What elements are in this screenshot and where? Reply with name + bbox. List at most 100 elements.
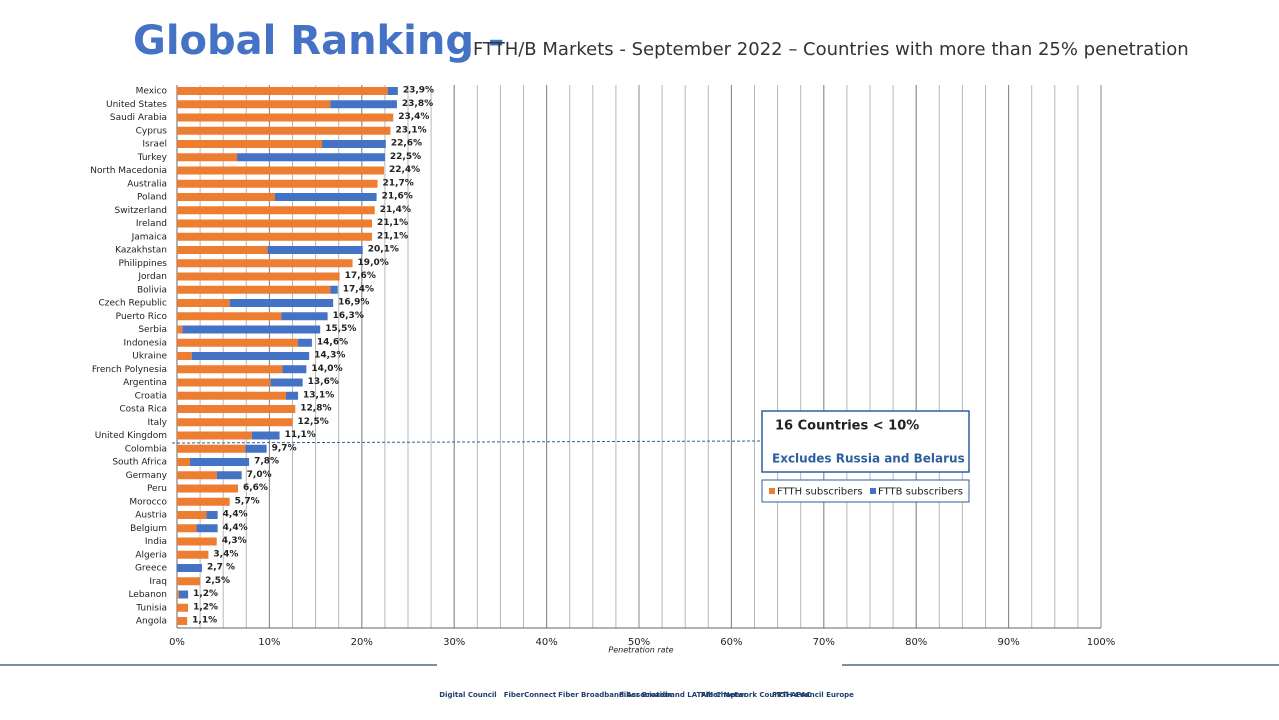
y-tick-label: Turkey — [137, 153, 168, 163]
bar-total-label: 16,9% — [338, 298, 369, 308]
bar-total-label: 21,6% — [382, 192, 413, 202]
separator — [171, 440, 763, 444]
bar-total-label: 1,1% — [192, 616, 217, 626]
bar-total-label: 21,7% — [383, 178, 414, 188]
bar-total-label: 13,6% — [308, 377, 339, 387]
bar-total-label: 12,8% — [300, 404, 331, 414]
bar-segment — [177, 166, 384, 175]
bar-total-label: 5,7% — [235, 496, 260, 506]
bar-segment — [177, 100, 331, 109]
y-tick-label: Morocco — [129, 497, 167, 507]
subtitle: FTTH/B Markets - September 2022 – Countr… — [473, 39, 1189, 60]
y-tick-label: Kazakhstan — [115, 246, 167, 256]
y-tick-label: Serbia — [138, 325, 167, 335]
bar-segment — [177, 590, 179, 599]
bar-total-label: 17,4% — [343, 284, 374, 294]
bar-segment — [177, 431, 252, 440]
bar-segment — [281, 312, 328, 321]
bar-total-label: 14,3% — [314, 351, 345, 361]
legend-label: FTTB subscribers — [878, 487, 963, 498]
note-box — [761, 410, 970, 473]
bar-segment — [177, 378, 271, 387]
bar-segment — [177, 113, 394, 122]
x-tick-label: 30% — [443, 637, 465, 648]
y-tick-label: Ireland — [136, 219, 167, 229]
y-tick-label: Poland — [137, 193, 167, 203]
bar-total-label: 3,4% — [213, 549, 238, 559]
bar-total-label: 11,1% — [285, 430, 316, 440]
y-tick-label: Jamaica — [131, 232, 167, 242]
y-tick-label: French Polynesia — [92, 365, 167, 375]
bar-segment — [251, 431, 280, 440]
y-tick-label: Saudi Arabia — [110, 113, 167, 123]
y-tick-label: Tunisia — [135, 603, 167, 613]
bar-segment — [177, 246, 268, 254]
y-tick-label: United States — [106, 100, 167, 110]
bar-segment — [229, 299, 334, 307]
bar-segment — [177, 140, 323, 148]
bar-total-label: 23,8% — [402, 99, 433, 109]
bar-total-label: 1,2% — [193, 589, 218, 599]
y-tick-label: Australia — [127, 179, 167, 189]
bar-segment — [330, 285, 338, 294]
bar-total-label: 7,0% — [247, 470, 272, 480]
bar-total-label: 23,4% — [398, 112, 429, 122]
logo: FiberConnect — [504, 691, 557, 699]
bar-total-label: 1,2% — [193, 602, 218, 612]
x-tick-label: 100% — [1087, 637, 1116, 648]
bar-segment — [177, 285, 331, 294]
bar-segment — [196, 524, 218, 533]
bar-segment — [177, 484, 238, 493]
x-tick-label: 40% — [535, 637, 557, 648]
bar-segment — [177, 391, 287, 400]
bar-segment — [177, 537, 217, 546]
bar-total-label: 9,7% — [272, 443, 297, 453]
footer-logos: Digital Council FiberConnect Fiber Broadba… — [439, 691, 854, 699]
y-tick-label: Argentina — [123, 378, 167, 388]
bar-total-label: 23,1% — [395, 125, 426, 135]
bar-segment — [177, 153, 238, 162]
bar-total-label: 2,7 % — [207, 563, 235, 573]
bar-segment — [178, 590, 189, 599]
bar-total-label: 22,5% — [390, 152, 421, 162]
bar-segment — [216, 471, 242, 480]
x-tick-label: 70% — [813, 637, 835, 648]
bar-total-label: 21,1% — [377, 218, 408, 228]
bar-total-label: 4,4% — [223, 510, 248, 520]
x-axis-label: Penetration rate — [608, 646, 673, 655]
x-tick-label: 20% — [351, 637, 373, 648]
bar-segment — [177, 206, 375, 215]
bar-total-label: 6,6% — [243, 483, 268, 493]
logo: Fiber Network Council APAC — [701, 691, 811, 699]
bar-segment — [177, 444, 246, 453]
y-tick-label: South Africa — [112, 458, 167, 468]
bar-segment — [177, 299, 230, 307]
logo: FTTH Council Europe — [772, 691, 854, 699]
bar-segment — [177, 179, 378, 188]
logo: Digital Council — [439, 691, 496, 699]
bar-segment — [177, 272, 340, 281]
legend-swatch — [769, 488, 775, 494]
bar-segment — [322, 140, 386, 148]
bar-total-label: 14,6% — [317, 337, 348, 347]
bar-total-label: 14,0% — [311, 364, 342, 374]
legend-label: FTTH subscribers — [777, 487, 863, 498]
y-tick-label: Indonesia — [123, 338, 167, 348]
bar-segment — [177, 550, 209, 559]
bar-segment — [387, 87, 398, 95]
bar-total-label: 22,4% — [389, 165, 420, 175]
y-tick-label: Israel — [142, 140, 167, 150]
note: 16 Countries < 10% — [775, 419, 919, 434]
y-tick-label: United Kingdom — [95, 431, 167, 441]
bar-total-label: 16,3% — [333, 311, 364, 321]
bar-segment — [177, 87, 388, 95]
bar-segment — [267, 246, 363, 254]
bar-segment — [177, 603, 189, 612]
bar-total-label: 4,4% — [223, 523, 248, 533]
y-tick-label: Iraq — [149, 577, 167, 587]
y-tick-label: Algeria — [135, 550, 167, 560]
y-tick-label: Greece — [135, 564, 167, 574]
bar-segment — [177, 259, 353, 268]
bar-segment — [177, 524, 197, 533]
